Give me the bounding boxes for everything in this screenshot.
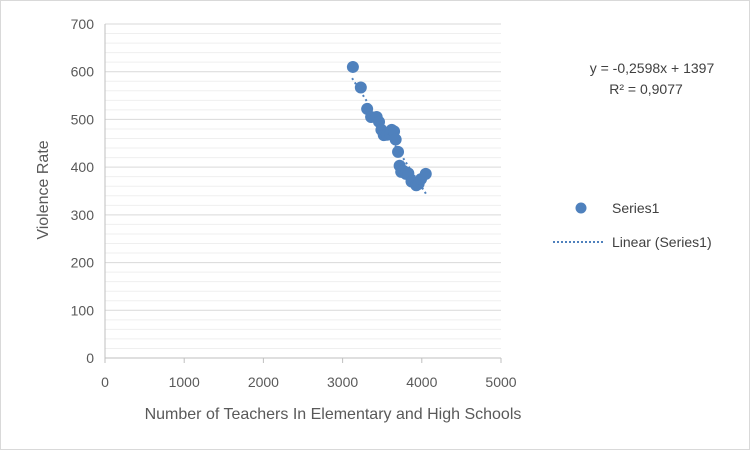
y-tick-label: 300 [71,207,95,223]
y-tick-label: 0 [86,350,94,366]
x-tick-label: 4000 [406,374,437,390]
trendline [351,77,428,196]
x-tick-label: 1000 [169,374,200,390]
x-tick-label: 3000 [327,374,358,390]
y-tick-label: 400 [71,159,95,175]
y-axis-title: Violence Rate [35,140,52,239]
y-tick-label: 500 [71,111,95,127]
x-tick-label: 5000 [485,374,516,390]
x-tick-label: 0 [101,374,109,390]
y-tick-label: 200 [71,255,95,271]
legend-marker-series1 [575,202,587,214]
data-point [389,133,402,146]
legend-label-trendline: Linear (Series1) [612,234,712,250]
y-tick-label: 600 [71,64,95,80]
trendline-equation: y = -0,2598x + 1397 [590,60,715,76]
legend-label-series1: Series1 [612,200,660,216]
y-tick-label: 700 [71,16,95,32]
data-point [419,167,432,180]
y-tick-labels: 0 100 200 300 400 500 600 700 [71,16,95,366]
trendline-r-squared: R² = 0,9077 [609,81,683,97]
data-point [354,81,367,94]
legend: Series1 Linear (Series1) [553,200,712,250]
data-points [346,60,432,192]
data-point [346,60,359,73]
x-tick-labels: 0 1000 2000 3000 4000 5000 [101,374,517,390]
x-tick-label: 2000 [248,374,279,390]
axes [104,24,502,363]
x-axis-title: Number of Teachers In Elementary and Hig… [145,406,522,423]
gridlines [105,23,501,349]
data-point [392,145,405,158]
trendline-group [351,77,428,196]
y-tick-label: 100 [71,302,95,318]
